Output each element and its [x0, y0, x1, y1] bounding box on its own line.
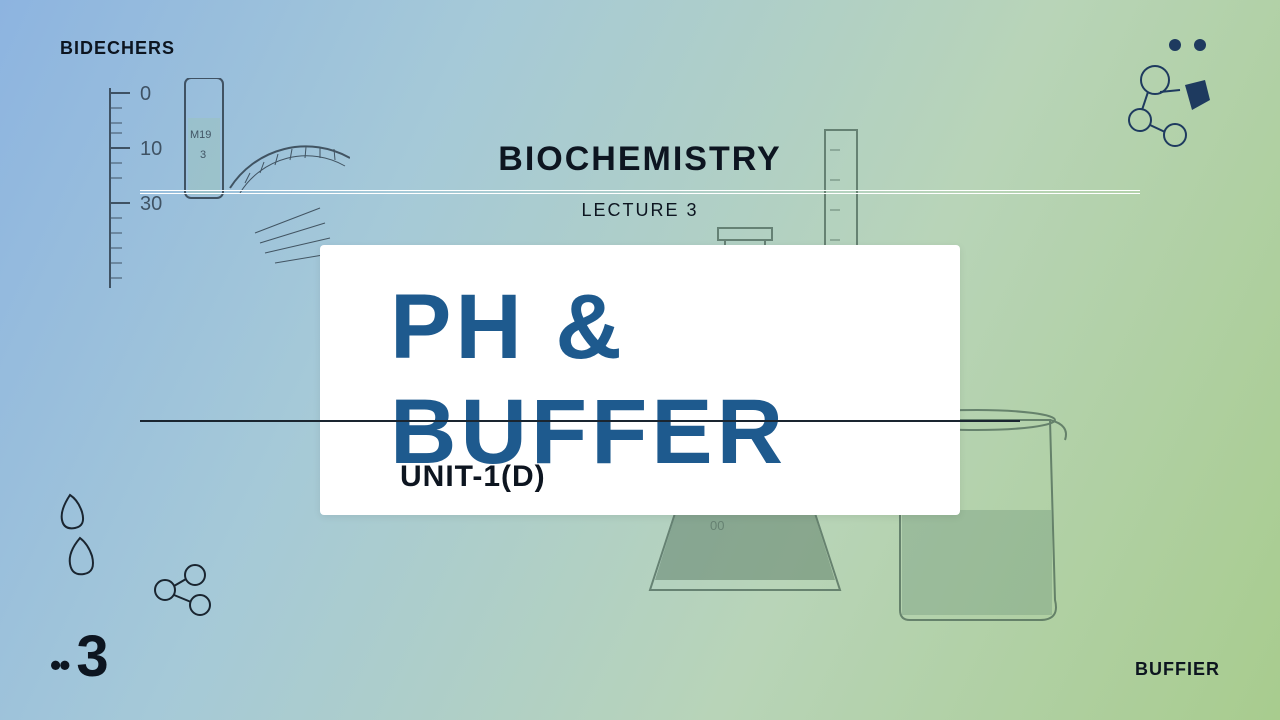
molecule-small-icon: [150, 560, 230, 620]
droplet-icons: [50, 490, 110, 580]
dots-icon: ••: [50, 647, 68, 684]
molecule-icon: [1100, 30, 1230, 160]
svg-text:00: 00: [710, 518, 724, 533]
svg-text:10: 10: [140, 138, 162, 160]
footer-brand: BUFFIER: [1135, 659, 1220, 680]
divider-top-1: [140, 190, 1140, 191]
ruler-gauge-illustration: 0 10 30 M19 3: [90, 78, 350, 338]
lecture-label: LECTURE 3: [581, 200, 698, 221]
lecture-number-corner: •• 3: [50, 623, 109, 690]
subject-heading: BIOCHEMISTRY: [498, 140, 781, 179]
svg-text:0: 0: [140, 83, 151, 105]
main-title: PH & BUFFER: [390, 275, 890, 485]
lecture-number: 3: [76, 623, 108, 690]
brand-logo: BIDECHERS: [60, 38, 175, 59]
unit-label: UNIT-1(D): [400, 460, 546, 494]
svg-text:30: 30: [140, 193, 162, 215]
slide: BIDECHERS 0 10 30 M19 3: [0, 0, 1280, 720]
svg-text:M19: M19: [190, 129, 211, 141]
divider-bottom: [140, 420, 1020, 422]
divider-top-2: [140, 193, 1140, 194]
svg-text:3: 3: [200, 149, 206, 161]
